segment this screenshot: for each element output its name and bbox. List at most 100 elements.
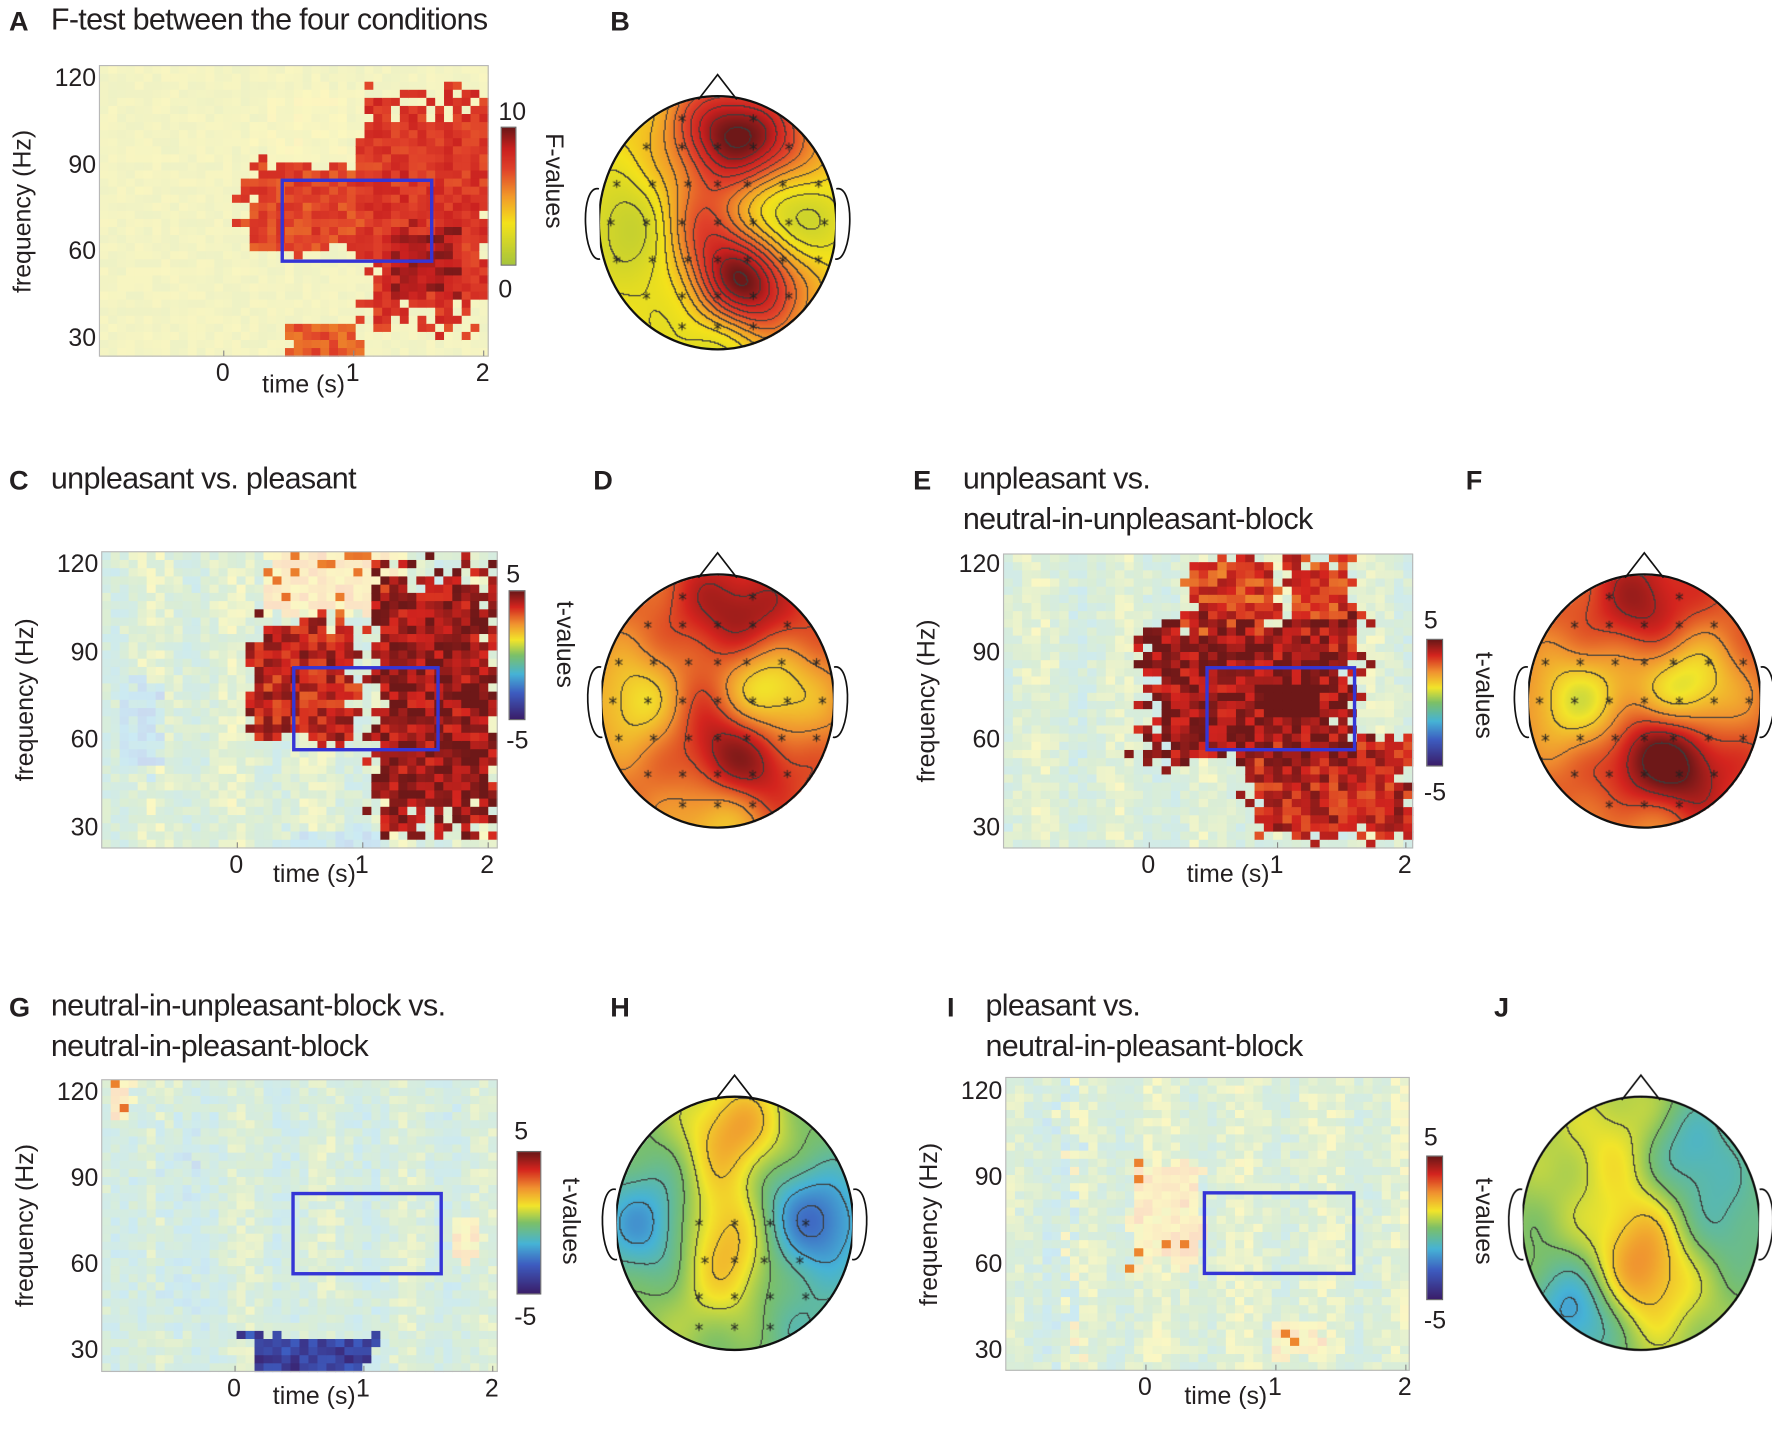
heatmap-cell [1022,586,1033,596]
heatmap-cell [425,724,435,734]
heatmap-cell [1189,586,1200,596]
heatmap-cell [1050,749,1060,759]
heatmap-cell [1161,660,1172,669]
heatmap-cell [1328,766,1339,776]
heatmap-cell [1012,594,1023,604]
heatmap-cell [299,683,310,693]
heatmap-cell [1328,635,1339,645]
heatmap-cell [391,267,401,277]
heatmap-cell [155,592,166,602]
heatmap-cell [110,782,121,792]
heatmap-cell [1347,815,1358,825]
heatmap-cell [245,732,256,742]
heatmap-cell [1291,643,1302,653]
heatmap-cell [245,658,256,668]
heatmap-cell [209,551,220,561]
heatmap-cell [434,650,444,660]
heatmap-cell [134,251,145,260]
heatmap-cell [335,691,346,701]
heatmap-cell [284,73,295,83]
right-ear-icon [834,187,851,260]
heatmap-cell [1375,831,1386,841]
heatmap-cell [416,757,427,767]
heatmap-cell [263,691,274,701]
heatmap-cell [119,1120,130,1130]
heatmap-cell [1394,733,1405,743]
heatmap-cell [326,568,337,578]
heatmap-cell [218,740,229,750]
heatmap-cell [435,202,445,212]
heatmap-cell [1301,717,1312,727]
heatmap-cell [407,765,418,775]
heatmap-cell [311,299,322,309]
heatmap-cell [1124,627,1135,637]
heatmap-cell [170,186,180,196]
heatmap-cell [223,178,233,188]
heatmap-cell [227,584,238,594]
heatmap-cell [196,299,207,309]
heatmap-cell [1161,717,1172,727]
heatmap-cell [161,291,171,301]
heatmap-cell [1105,627,1116,637]
heatmap-cell [317,823,328,833]
heatmap-cell [146,650,157,660]
heatmap-cell [155,584,166,594]
heatmap-cell [1022,643,1033,653]
heatmap-cell [408,170,419,180]
heatmap-cell [373,178,383,188]
heatmap-cell [178,65,189,75]
heatmap-cell [117,113,127,123]
heatmap-cell [435,243,445,252]
heatmap-cell [299,773,310,783]
heatmap-cell [200,716,211,726]
heatmap-cell [416,831,427,841]
heatmap-cell [182,551,193,561]
heatmap-cell [1124,725,1135,735]
heatmap-cell [182,724,193,734]
heatmap-cell [182,675,193,685]
heatmap-cell [128,757,139,767]
heatmap-cell [1105,562,1116,571]
heatmap-cell [1245,839,1256,849]
heatmap-cell [128,1355,139,1365]
heatmap-cell [290,806,301,816]
heatmap-cell [240,323,251,333]
heatmap-cell [426,97,436,107]
heatmap-cell [1254,676,1265,686]
heatmap-cell [164,601,175,611]
heatmap-cell [425,831,435,841]
heatmap-cell [143,81,154,91]
heatmap-cell [119,790,130,800]
heatmap-cell [1105,774,1116,784]
heatmap-cell [380,831,391,841]
heatmap-cell [391,170,401,180]
heatmap-cell [1301,627,1312,637]
heatmap-cell [125,251,136,260]
heatmap-cell [1310,660,1321,669]
heatmap-cell [125,267,136,277]
heatmap-cell [249,283,260,293]
heatmap-cell [1319,643,1330,653]
heatmap-cell [317,708,328,717]
heatmap-cell [408,113,419,123]
heatmap-cell [173,716,184,726]
heatmap-cell [308,815,319,824]
heatmap-cell [479,122,489,131]
heatmap-cell [1366,602,1377,612]
heatmap-cell [236,782,247,792]
heatmap-cell [170,235,180,244]
heatmap-cell [240,243,251,252]
heatmap-cell [1347,668,1358,678]
heatmap-cell [119,592,130,602]
heatmap-cell [344,592,355,602]
heatmap-cell [461,178,472,188]
heatmap-cell [344,749,355,759]
heatmap-cell [1161,823,1172,833]
heatmap-cell [128,642,139,652]
heatmap-cell [346,113,357,123]
panel-i-title-line2: neutral-in-pleasant-block [985,1028,1303,1063]
heatmap-cell [444,105,454,115]
heatmap-cell [1180,602,1191,612]
heatmap-cell [1217,602,1228,612]
heatmap-cell [223,122,233,131]
